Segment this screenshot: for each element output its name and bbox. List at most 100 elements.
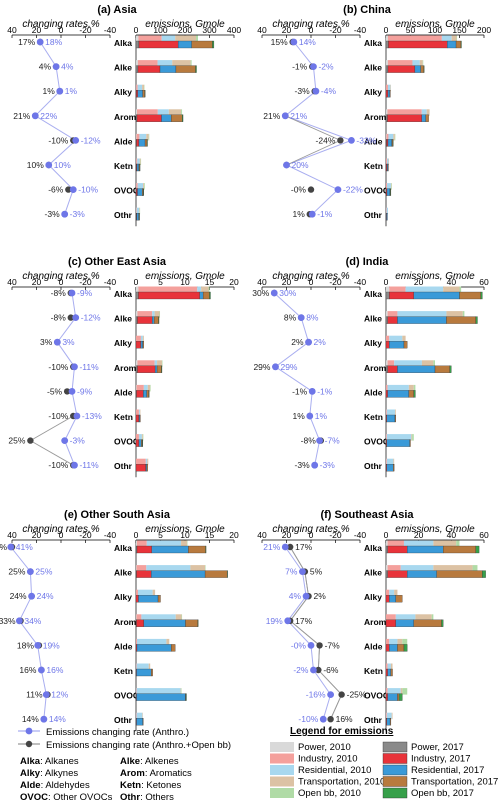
rate-tick-label: -40 xyxy=(104,530,117,540)
emission-bar-2017-residential xyxy=(386,439,410,447)
category-label: Othr xyxy=(114,210,133,220)
emission-bar-2017-transport xyxy=(408,390,414,398)
anthro-rate-point xyxy=(270,289,278,297)
emission-bar-2010-transport xyxy=(175,614,182,621)
emission-bar-2010-residential xyxy=(387,84,391,92)
anthro-rate-point xyxy=(73,412,81,420)
rate-tick-label: 40 xyxy=(257,277,267,287)
emission-bar-2010-industry xyxy=(136,638,137,646)
anthro-rate-point xyxy=(56,87,64,95)
panel-title: (b) China xyxy=(343,4,392,16)
anthro-rate-label: 18% xyxy=(45,37,62,47)
emission-axis-title: emissions, Gmole xyxy=(145,524,225,535)
emission-bar-2010-openbb xyxy=(413,384,416,392)
emission-bar-2017-transport xyxy=(436,570,483,578)
emission-bar-2017-power xyxy=(135,40,140,49)
openbb-rate-label: -1% xyxy=(292,386,308,396)
anthro-rate-label: 41% xyxy=(16,542,33,552)
emission-tick-label: 5 xyxy=(158,277,163,287)
openbb-rate-segment xyxy=(289,595,309,622)
emission-bar-2010-residential xyxy=(154,360,158,367)
anthro-rate-label: 1% xyxy=(65,86,78,96)
openbb-rate-label: 21% xyxy=(263,111,280,121)
openbb-rate-label: -24% xyxy=(316,135,336,145)
emission-bar-2017-residential xyxy=(395,619,414,627)
emission-bar-2010-residential xyxy=(139,133,147,141)
emission-bar-2010-industry xyxy=(386,638,390,646)
legend-abbreviation: Alky: Alkynes xyxy=(20,768,78,779)
emission-bar-2010-residential xyxy=(136,688,181,695)
emission-bar-2010-transport xyxy=(390,663,393,670)
anthro-rate-point xyxy=(305,338,312,346)
emission-tick-label: 0 xyxy=(384,277,389,287)
legend-swatch xyxy=(382,787,408,799)
emission-bar-2017-openbb xyxy=(413,390,416,398)
category-label: Alke xyxy=(114,568,132,578)
category-label: Alke xyxy=(114,314,132,324)
emission-bar-2017-industry xyxy=(137,316,153,324)
rate-axis-title: changing rates,% xyxy=(272,19,349,30)
emission-bar-2010-residential xyxy=(389,638,398,646)
anthro-rate-label: -12% xyxy=(81,135,101,145)
emission-bar-2010-residential xyxy=(157,109,169,116)
emission-bar-2010-residential xyxy=(403,540,434,547)
anthro-rate-point xyxy=(36,38,44,46)
rate-tick-label: 20 xyxy=(282,25,292,35)
rate-tick-label: -40 xyxy=(354,530,367,540)
emission-bar-2017-transport xyxy=(188,545,206,554)
openbb-rate-segment xyxy=(317,645,321,671)
legend-swatch xyxy=(270,765,294,775)
legend-swatch xyxy=(270,753,294,764)
emission-bar-2017-residential xyxy=(199,291,204,300)
rate-tick-label: -40 xyxy=(104,25,117,35)
emission-bar-2017-residential xyxy=(136,644,172,652)
emission-bar-2010-industry xyxy=(137,60,158,67)
anthro-rate-point xyxy=(68,289,76,297)
emission-axis-title: emissions, Gmole xyxy=(395,19,475,30)
emission-bar-2010-transport xyxy=(408,384,414,392)
anthro-rate-point xyxy=(306,412,314,420)
emission-bar-2017-industry xyxy=(138,40,179,49)
openbb-rate-label: 16% xyxy=(19,665,36,675)
emission-bar-2010-transport xyxy=(146,133,149,141)
emission-tick-label: 40 xyxy=(447,277,457,287)
emission-tick-label: 100 xyxy=(153,25,167,35)
emission-bar-2010-openbb xyxy=(433,360,435,367)
emission-bar-2017-residential xyxy=(138,139,146,147)
emission-bar-2010-transport xyxy=(181,540,187,547)
category-label: Arom xyxy=(364,112,387,122)
emission-bar-2017-power xyxy=(385,65,389,73)
emission-bar-2017-industry xyxy=(137,365,156,373)
rate-tick-label: -20 xyxy=(79,530,92,540)
panel-0: (a) Asia changing rates,% emissions, Gmole… xyxy=(7,4,241,227)
emission-bar-2010-industry xyxy=(138,286,198,293)
emission-bar-2010-industry xyxy=(136,109,158,116)
emission-bar-2010-residential xyxy=(137,183,144,190)
emission-bar-2010-industry xyxy=(386,712,387,720)
emission-bar-2010-transport xyxy=(154,311,160,318)
emission-bar-2017-power xyxy=(385,316,388,324)
rate-tick-label: -40 xyxy=(354,277,367,287)
emission-bar-2017-residential xyxy=(386,464,394,472)
openbb-rate-point xyxy=(315,666,322,674)
emission-bar-2017-power xyxy=(135,365,138,373)
category-label: Alde xyxy=(114,641,133,651)
emission-bar-2017-transport xyxy=(459,291,481,300)
emission-bar-2017-transport xyxy=(153,316,159,324)
emission-bar-2010-industry xyxy=(386,663,388,670)
emission-bar-2017-transport xyxy=(434,365,450,373)
emission-bar-2010-openbb xyxy=(456,540,460,547)
emission-bar-2010-transport xyxy=(393,133,395,141)
openbb-rate-point xyxy=(307,186,315,193)
emission-bar-2017-industry xyxy=(386,139,389,147)
emission-bar-2017-residential xyxy=(143,619,186,627)
emission-bar-2017-residential xyxy=(137,90,143,98)
emission-bar-2010-openbb xyxy=(459,286,462,293)
anthro-rate-point xyxy=(327,691,334,698)
category-label: Othr xyxy=(114,461,133,471)
openbb-rate-point xyxy=(67,314,75,321)
emission-bar-2010-residential xyxy=(143,384,148,392)
anthro-rate-label: -10% xyxy=(78,185,98,195)
emission-bar-2010-power xyxy=(386,311,388,318)
emission-bar-2010-transport xyxy=(152,589,156,597)
